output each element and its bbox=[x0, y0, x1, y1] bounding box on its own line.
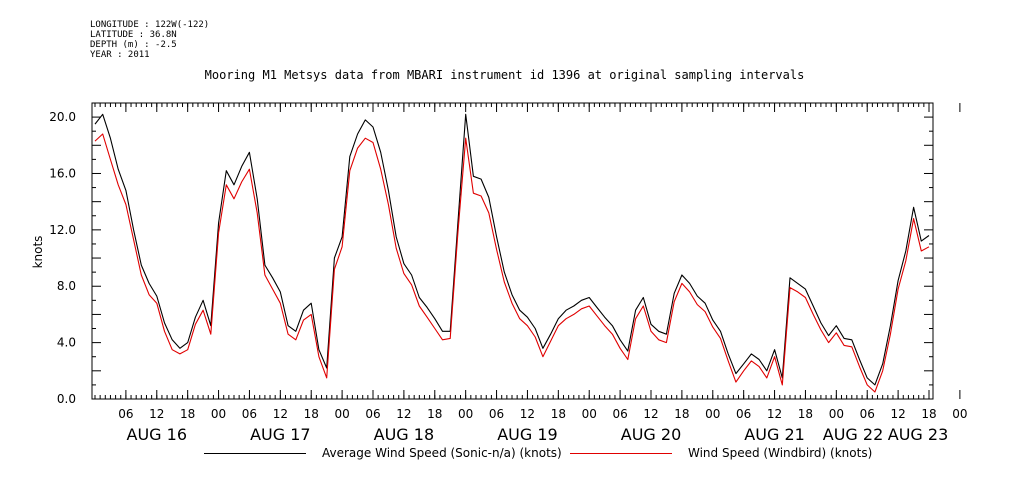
legend: Average Wind Speed (Sonic-n/a) (knots) W… bbox=[0, 446, 1009, 462]
x-hour-tick-label: 12 bbox=[149, 407, 164, 421]
legend-label-windbird: Wind Speed (Windbird) (knots) bbox=[688, 446, 873, 460]
x-hour-tick-label: 06 bbox=[489, 407, 504, 421]
series-line-sonic bbox=[94, 113, 930, 386]
longitude-label: LONGITUDE : 122W(-122) bbox=[90, 20, 210, 30]
depth-label: DEPTH (m) : -2.5 bbox=[90, 40, 177, 50]
x-day-label: AUG 22 bbox=[823, 425, 884, 444]
x-hour-tick-label: 00 bbox=[952, 407, 967, 421]
x-hour-tick-label: 00 bbox=[829, 407, 844, 421]
x-hour-tick-label: 12 bbox=[396, 407, 411, 421]
y-tick-label: 20.0 bbox=[49, 110, 76, 124]
y-tick-label: 0.0 bbox=[57, 392, 76, 406]
legend-label-sonic: Average Wind Speed (Sonic-n/a) (knots) bbox=[322, 446, 562, 460]
series-line-windbird bbox=[94, 133, 930, 393]
x-hour-tick-label: 18 bbox=[921, 407, 936, 421]
y-axis-label: knots bbox=[31, 236, 45, 269]
x-hour-tick-label: 18 bbox=[304, 407, 319, 421]
y-tick-label: 16.0 bbox=[49, 166, 76, 180]
y-tick-label: 12.0 bbox=[49, 223, 76, 237]
x-hour-tick-label: 06 bbox=[118, 407, 133, 421]
mooring-metadata: LONGITUDE : 122W(-122) LATITUDE : 36.8N … bbox=[90, 20, 209, 60]
x-day-label: AUG 20 bbox=[621, 425, 682, 444]
x-hour-tick-label: 06 bbox=[612, 407, 627, 421]
x-hour-tick-label: 00 bbox=[334, 407, 349, 421]
x-hour-tick-label: 12 bbox=[273, 407, 288, 421]
legend-swatch-sonic bbox=[204, 453, 306, 454]
x-hour-tick-label: 00 bbox=[458, 407, 473, 421]
x-hour-tick-label: 18 bbox=[674, 407, 689, 421]
x-hour-tick-label: 00 bbox=[211, 407, 226, 421]
y-tick-label: 8.0 bbox=[57, 279, 76, 293]
x-hour-tick-label: 12 bbox=[767, 407, 782, 421]
x-hour-tick-label: 00 bbox=[582, 407, 597, 421]
latitude-label: LATITUDE : 36.8N bbox=[90, 30, 177, 40]
chart-title: Mooring M1 Metsys data from MBARI instru… bbox=[204, 68, 805, 82]
x-hour-tick-label: 18 bbox=[180, 407, 195, 421]
x-day-label: AUG 17 bbox=[250, 425, 311, 444]
x-hour-tick-label: 12 bbox=[643, 407, 658, 421]
x-day-label: AUG 21 bbox=[744, 425, 805, 444]
y-tick-label: 4.0 bbox=[57, 336, 76, 350]
x-hour-tick-label: 06 bbox=[242, 407, 257, 421]
x-hour-tick-label: 00 bbox=[705, 407, 720, 421]
x-hour-tick-label: 18 bbox=[551, 407, 566, 421]
x-day-label: AUG 19 bbox=[497, 425, 558, 444]
x-day-label: AUG 23 bbox=[888, 425, 949, 444]
year-label: YEAR : 2011 bbox=[90, 50, 150, 60]
x-day-label: AUG 16 bbox=[127, 425, 188, 444]
x-hour-tick-label: 06 bbox=[736, 407, 751, 421]
x-hour-tick-label: 12 bbox=[520, 407, 535, 421]
legend-swatch-windbird bbox=[570, 453, 672, 454]
plot-frame bbox=[91, 102, 934, 400]
x-hour-tick-label: 06 bbox=[365, 407, 380, 421]
x-hour-tick-label: 12 bbox=[890, 407, 905, 421]
x-hour-tick-label: 18 bbox=[427, 407, 442, 421]
x-hour-tick-label: 18 bbox=[798, 407, 813, 421]
x-day-label: AUG 18 bbox=[374, 425, 435, 444]
x-hour-tick-label: 06 bbox=[860, 407, 875, 421]
